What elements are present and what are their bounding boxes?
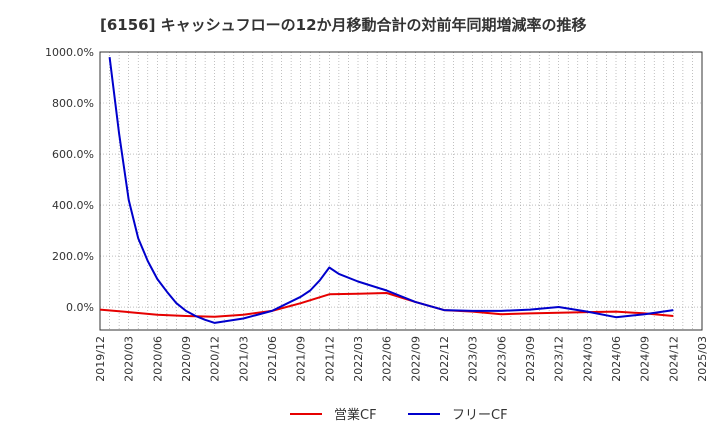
legend-label: 営業CF [334, 407, 377, 423]
x-tick-label: 2023/12 [553, 336, 566, 382]
x-tick-label: 2023/03 [467, 336, 480, 382]
legend-label: フリーCF [452, 408, 508, 423]
y-tick-label: 0.0% [66, 301, 94, 314]
x-tick-label: 2022/06 [381, 336, 394, 382]
x-tick-label: 2020/03 [123, 336, 136, 382]
plot-border [99, 51, 703, 331]
x-tick-label: 2021/03 [237, 336, 250, 382]
y-tick-label: 1000.0% [45, 46, 94, 59]
x-tick-label: 2025/03 [696, 336, 709, 382]
x-tick-label: 2022/03 [352, 336, 365, 382]
x-tick-label: 2023/09 [524, 336, 537, 382]
y-tick-label: 400.0% [52, 199, 94, 212]
x-tick-label: 2024/06 [610, 336, 623, 382]
x-tick-label: 2020/06 [151, 336, 164, 382]
grid [99, 51, 703, 330]
plot-area [100, 52, 702, 330]
series-line-2 [108, 56, 674, 324]
x-tick-label: 2024/03 [581, 336, 594, 382]
series-lines [100, 56, 674, 324]
y-tick-label: 200.0% [52, 250, 94, 263]
x-tick-label: 2020/12 [209, 336, 222, 382]
y-tick-label: 600.0% [52, 148, 94, 161]
x-tick-label: 2024/09 [639, 336, 652, 382]
x-tick-label: 2024/12 [667, 336, 680, 382]
axes: 1000.0% 800.0% 600.0% 400.0% 200.0% 0.0% 2019/… [45, 46, 709, 382]
x-tick-label: 2023/06 [495, 336, 508, 382]
x-tick-label: 2022/09 [409, 336, 422, 382]
x-tick-label: 2021/06 [266, 336, 279, 382]
chart-title: [6156] キャッシュフローの12か月移動合計の対前年同期増減率の推移 [100, 16, 587, 34]
x-tick-label: 2021/12 [323, 336, 336, 382]
x-tick-label: 2020/09 [180, 336, 193, 382]
legend: 営業CF フリーCF [290, 407, 508, 423]
x-tick-label: 2019/12 [94, 336, 107, 382]
y-tick-label: 800.0% [52, 97, 94, 110]
x-tick-label: 2022/12 [438, 336, 451, 382]
x-tick-label: 2021/09 [295, 336, 308, 382]
